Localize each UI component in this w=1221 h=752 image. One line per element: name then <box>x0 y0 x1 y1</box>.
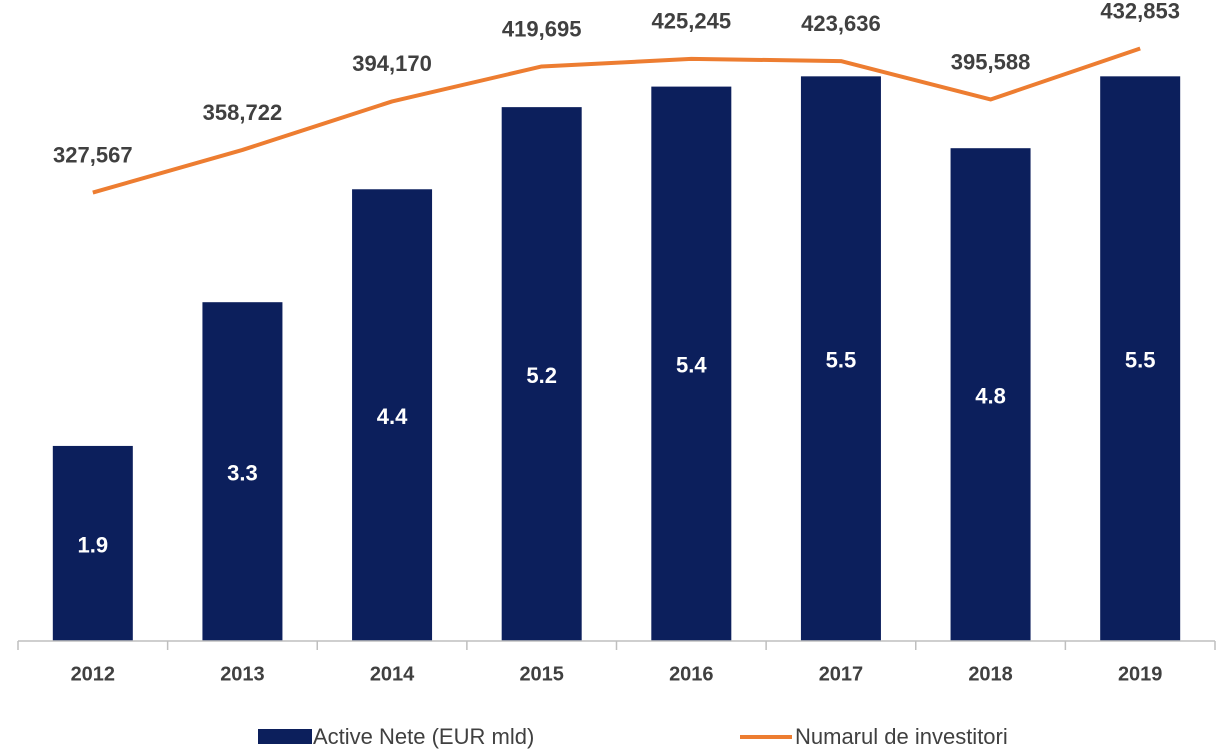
line <box>92 46 1141 195</box>
x-tick-label: 2016 <box>669 663 714 685</box>
x-tick-label: 2012 <box>71 663 116 685</box>
legend-label: Numarul de investitori <box>795 724 1008 749</box>
x-tick-label: 2013 <box>220 663 265 685</box>
legend-swatch <box>258 729 312 744</box>
x-tick-label: 2015 <box>519 663 564 685</box>
bar <box>800 76 881 642</box>
line-value-label: 327,567 <box>53 142 133 167</box>
line-value-label: 432,853 <box>1100 0 1180 23</box>
line-value-label: 425,245 <box>652 9 732 34</box>
x-tick-label: 2019 <box>1118 663 1163 685</box>
bar-value-label: 5.2 <box>526 363 557 388</box>
bar-value-label: 4.4 <box>377 404 408 429</box>
bar-value-label: 1.9 <box>78 532 109 557</box>
x-tick-label: 2014 <box>370 663 415 685</box>
x-tick-label: 2018 <box>968 663 1013 685</box>
line-value-label: 395,588 <box>951 49 1031 74</box>
bar <box>1100 76 1181 642</box>
bar-value-label: 4.8 <box>975 383 1006 408</box>
bar <box>950 148 1031 641</box>
bar-value-label: 5.5 <box>826 347 857 372</box>
line-value-label: 394,170 <box>352 51 432 76</box>
line-value-label: 423,636 <box>801 11 881 36</box>
bar <box>501 107 582 642</box>
bar-value-label: 5.4 <box>676 353 707 378</box>
bar-value-label: 5.5 <box>1125 347 1156 372</box>
bar <box>202 302 283 641</box>
line-value-label: 419,695 <box>502 16 582 41</box>
bar <box>52 445 133 641</box>
bar <box>352 189 433 641</box>
x-tick-label: 2017 <box>819 663 864 685</box>
bar-value-label: 3.3 <box>227 460 258 485</box>
bar <box>651 86 732 642</box>
legend-label: Active Nete (EUR mld) <box>313 724 534 749</box>
line-value-label: 358,722 <box>203 100 283 125</box>
